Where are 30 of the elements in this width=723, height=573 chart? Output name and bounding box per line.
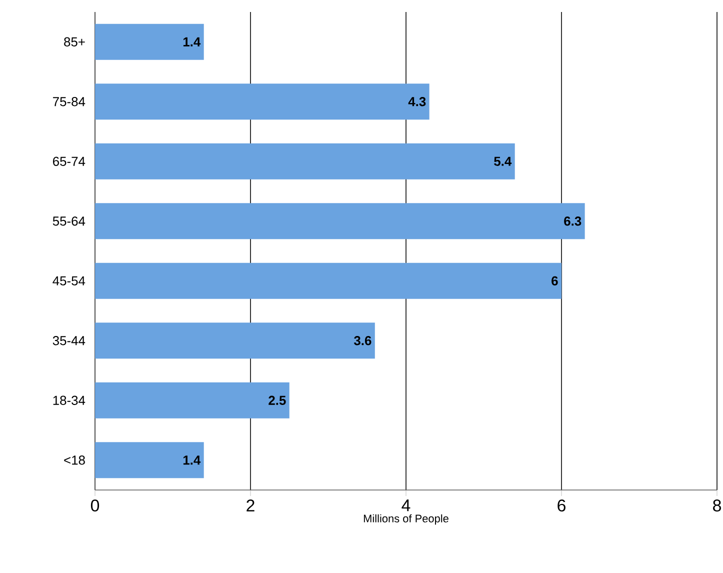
bar: [95, 262, 562, 299]
data-label: 1.4: [183, 37, 201, 46]
y-tick-label: 85+: [64, 37, 85, 46]
bar: [95, 24, 204, 60]
y-tick-label: <18: [64, 456, 85, 465]
data-label: 3.6: [354, 336, 372, 346]
y-tick-label: 65-74: [53, 156, 86, 166]
data-label: 2.5: [268, 396, 286, 405]
x-tick-label: 4: [402, 500, 410, 512]
data-label: 5.4: [494, 156, 512, 166]
bar: [95, 322, 375, 359]
bar: [95, 382, 290, 418]
x-tick-label: 6: [558, 500, 566, 512]
bar: [95, 84, 430, 120]
bar: [95, 143, 515, 180]
data-label: 4.3: [408, 97, 426, 106]
x-tick-label: 8: [713, 500, 721, 512]
data-label: 6.3: [564, 216, 582, 226]
y-tick-label: 18-34: [53, 396, 86, 405]
y-tick-label: 55-64: [52, 216, 86, 226]
y-tick-label: 45-54: [52, 276, 86, 286]
data-label: 1.4: [183, 456, 201, 465]
data-label: 6: [552, 276, 558, 286]
y-tick-label: 75-84: [53, 97, 86, 106]
x-tick-label: 0: [90, 500, 100, 512]
x-tick-label: 2: [246, 500, 254, 512]
y-tick-label: 35-44: [52, 336, 86, 346]
bar: [95, 203, 585, 240]
x-axis-title: Millions of People: [364, 514, 448, 525]
bar: [95, 442, 204, 478]
